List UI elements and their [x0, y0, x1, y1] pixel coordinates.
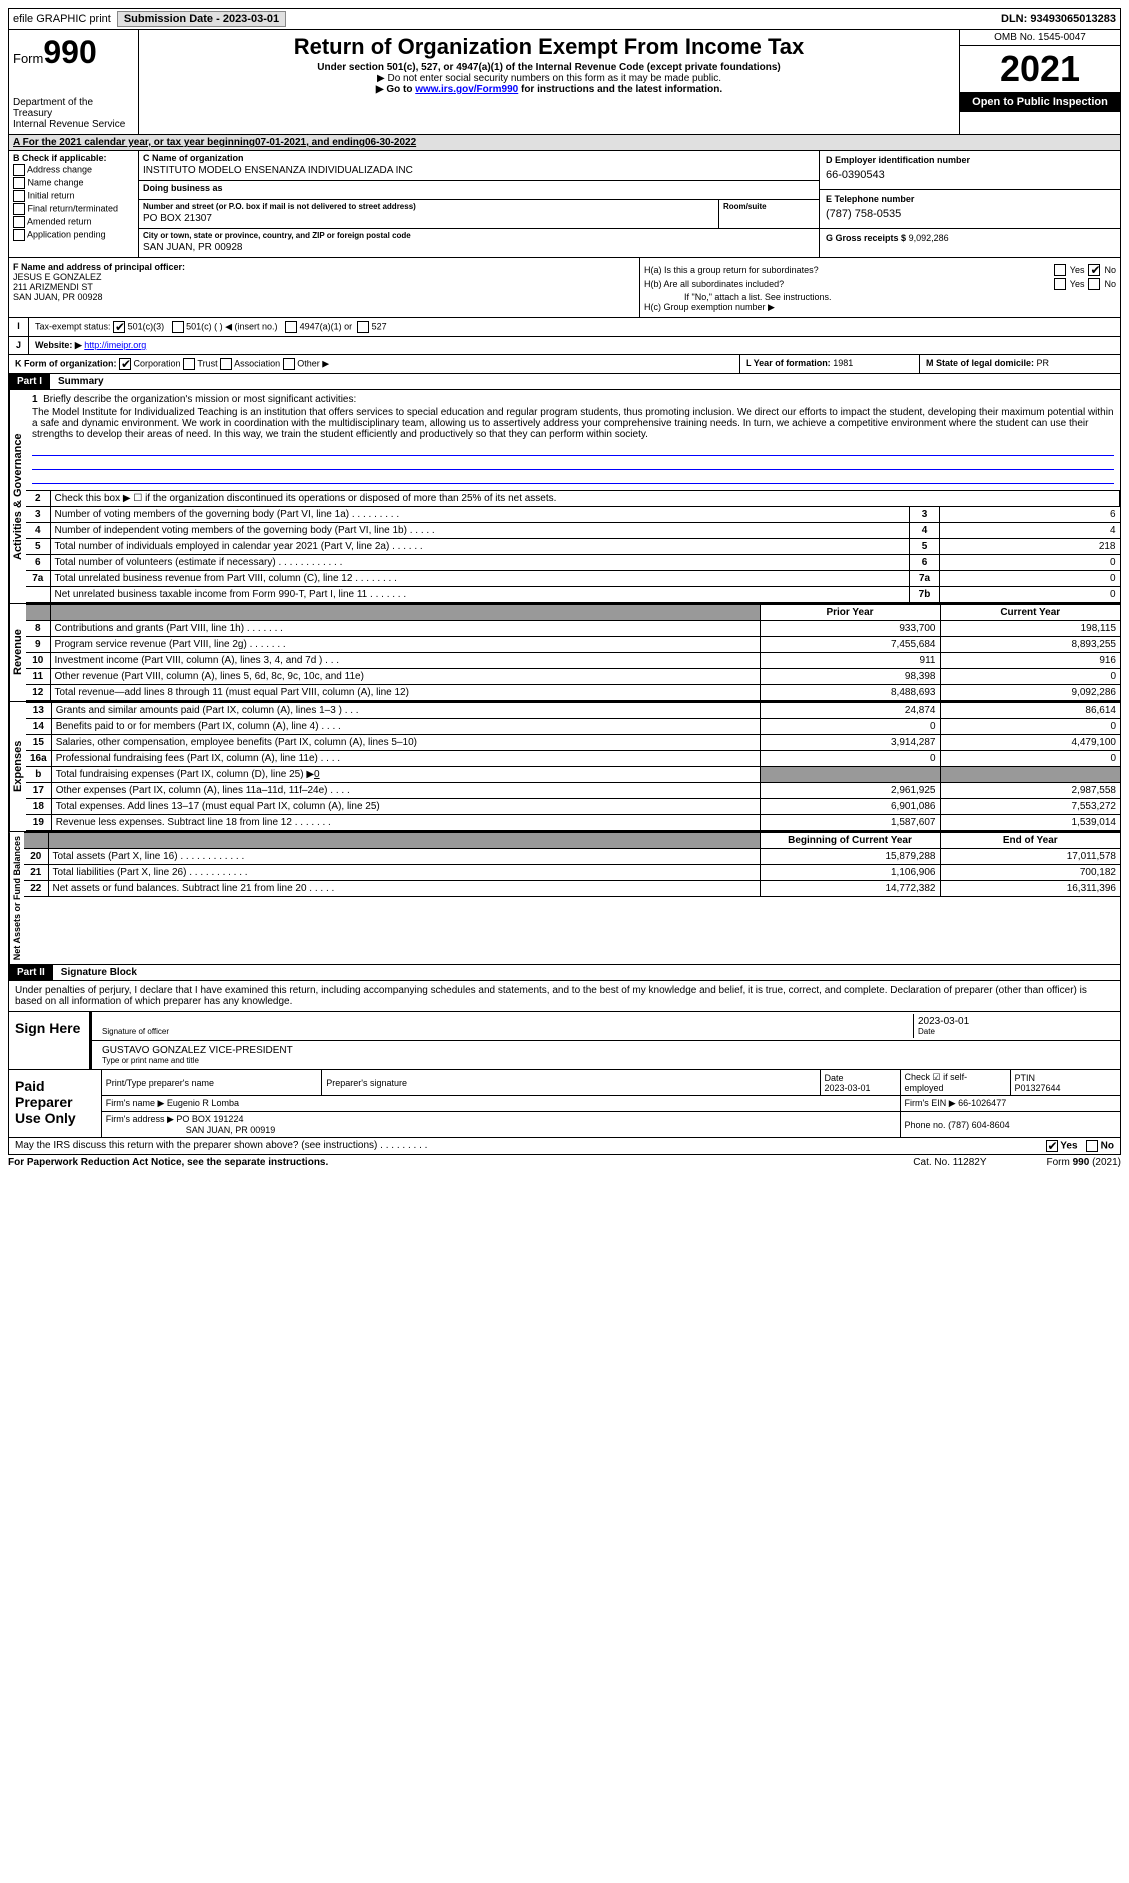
cb-501c3[interactable] [113, 321, 125, 333]
officer-name: JESUS E GONZALEZ [13, 272, 635, 282]
street: PO BOX 21307 [143, 211, 714, 226]
section-b: B Check if applicable: Address change Na… [9, 151, 139, 257]
form-header: Form990 Department of the Treasury Inter… [8, 30, 1121, 135]
cb-4947[interactable] [285, 321, 297, 333]
declaration: Under penalties of perjury, I declare th… [9, 981, 1120, 1011]
section-deg: D Employer identification number 66-0390… [820, 151, 1120, 257]
cb-final-return[interactable]: Final return/terminated [13, 203, 134, 215]
v7b: 0 [940, 587, 1120, 603]
form-title: Return of Organization Exempt From Incom… [147, 34, 951, 60]
sign-here-label: Sign Here [9, 1012, 89, 1069]
year-begin: 07-01-2021 [255, 137, 306, 148]
cb-corp[interactable] [119, 358, 131, 370]
blank-line [32, 458, 1114, 470]
firm-addr: PO BOX 191224 [176, 1114, 243, 1124]
section-c: C Name of organization INSTITUTO MODELO … [139, 151, 820, 257]
v4: 4 [940, 523, 1120, 539]
sig-date: 2023-03-01 [918, 1016, 1110, 1027]
phone: (787) 758-0535 [826, 204, 1114, 224]
cb-discuss-yes[interactable] [1046, 1140, 1058, 1152]
line-a: A For the 2021 calendar year, or tax yea… [8, 135, 1121, 151]
form-number: Form990 [13, 34, 134, 71]
part1-exp: Expenses 13Grants and similar amounts pa… [8, 702, 1121, 832]
efile-label: efile GRAPHIC print [13, 13, 111, 25]
section-bcd: B Check if applicable: Address change Na… [8, 151, 1121, 258]
blank-line [32, 444, 1114, 456]
city: SAN JUAN, PR 00928 [143, 240, 815, 255]
top-bar: efile GRAPHIC print Submission Date - 20… [8, 8, 1121, 30]
part2-header: Part II Signature Block [8, 965, 1121, 981]
cb-assoc[interactable] [220, 358, 232, 370]
dba [143, 193, 815, 197]
line-j: J Website: ▶ http://imeipr.org [8, 337, 1121, 355]
website-link[interactable]: http://imeipr.org [84, 340, 146, 350]
cb-amended-return[interactable]: Amended return [13, 216, 134, 228]
form-footer: Form 990 (2021) [1047, 1157, 1122, 1168]
subtitle-2: ▶ Do not enter social security numbers o… [147, 73, 951, 84]
cb-name-change[interactable]: Name change [13, 177, 134, 189]
open-inspection: Open to Public Inspection [960, 92, 1120, 112]
officer-name-title: GUSTAVO GONZALEZ VICE-PRESIDENT [102, 1045, 1110, 1056]
v5: 218 [940, 539, 1120, 555]
part1-ag: Activities & Governance 1 Briefly descri… [8, 390, 1121, 604]
firm-ein: 66-1026477 [958, 1098, 1006, 1108]
cb-ha-no[interactable] [1088, 264, 1100, 276]
ein: 66-0390543 [826, 165, 1114, 185]
domicile: PR [1037, 358, 1050, 368]
netassets-table: Beginning of Current YearEnd of Year 20T… [24, 832, 1120, 897]
dept-label: Department of the Treasury [13, 97, 134, 119]
firm-phone: (787) 604-8604 [948, 1120, 1010, 1130]
dln: DLN: 93493065013283 [1001, 13, 1116, 25]
revenue-table: Prior YearCurrent Year 8Contributions an… [26, 604, 1120, 701]
cb-hb-yes[interactable] [1054, 278, 1066, 290]
preparer-table: Print/Type preparer's name Preparer's si… [102, 1070, 1120, 1137]
cb-initial-return[interactable]: Initial return [13, 190, 134, 202]
footer: For Paperwork Reduction Act Notice, see … [8, 1155, 1121, 1170]
cb-ha-yes[interactable] [1054, 264, 1066, 276]
v3: 6 [940, 507, 1120, 523]
officer-addr2: SAN JUAN, PR 00928 [13, 292, 635, 302]
cat-no: Cat. No. 11282Y [913, 1157, 986, 1168]
cb-other[interactable] [283, 358, 295, 370]
part1-net: Net Assets or Fund Balances Beginning of… [8, 832, 1121, 965]
cb-app-pending[interactable]: Application pending [13, 229, 134, 241]
blank-line [32, 472, 1114, 484]
cb-trust[interactable] [183, 358, 195, 370]
cb-hb-no[interactable] [1088, 278, 1100, 290]
cb-address-change[interactable]: Address change [13, 164, 134, 176]
gross-receipts: 9,092,286 [909, 233, 949, 243]
irs-link[interactable]: www.irs.gov/Form990 [415, 84, 518, 95]
line-i: I Tax-exempt status: 501(c)(3) 501(c) ( … [8, 318, 1121, 337]
v6: 0 [940, 555, 1120, 571]
hc-label: H(c) Group exemption number ▶ [644, 302, 1116, 313]
org-name: INSTITUTO MODELO ENSENANZA INDIVIDUALIZA… [143, 163, 815, 178]
part1-rev: Revenue Prior YearCurrent Year 8Contribu… [8, 604, 1121, 702]
section-fh: F Name and address of principal officer:… [8, 258, 1121, 318]
ag-table: 2Check this box ▶ ☐ if the organization … [26, 490, 1120, 603]
paid-preparer-label: Paid Preparer Use Only [9, 1070, 102, 1137]
year-end: 06-30-2022 [365, 137, 416, 148]
mission-text: The Model Institute for Individualized T… [32, 405, 1114, 442]
ptin: P01327644 [1015, 1083, 1117, 1093]
omb-number: OMB No. 1545-0047 [960, 30, 1120, 46]
v7a: 0 [940, 571, 1120, 587]
line-klm: K Form of organization: Corporation Trus… [8, 355, 1121, 374]
cb-501c[interactable] [172, 321, 184, 333]
irs-label: Internal Revenue Service [13, 119, 134, 130]
firm-name: Eugenio R Lomba [167, 1098, 239, 1108]
discuss-line: May the IRS discuss this return with the… [8, 1138, 1121, 1155]
officer-addr1: 211 ARIZMENDI ST [13, 282, 635, 292]
cb-527[interactable] [357, 321, 369, 333]
subtitle-3: ▶ Go to www.irs.gov/Form990 for instruct… [147, 84, 951, 95]
subtitle-1: Under section 501(c), 527, or 4947(a)(1)… [147, 62, 951, 73]
expense-table: 13Grants and similar amounts paid (Part … [26, 702, 1120, 831]
submission-date: Submission Date - 2023-03-01 [117, 11, 286, 27]
part1-header: Part I Summary [8, 374, 1121, 390]
tax-year: 2021 [960, 46, 1120, 92]
signature-block: Under penalties of perjury, I declare th… [8, 981, 1121, 1138]
year-formation: 1981 [833, 358, 853, 368]
cb-discuss-no[interactable] [1086, 1140, 1098, 1152]
